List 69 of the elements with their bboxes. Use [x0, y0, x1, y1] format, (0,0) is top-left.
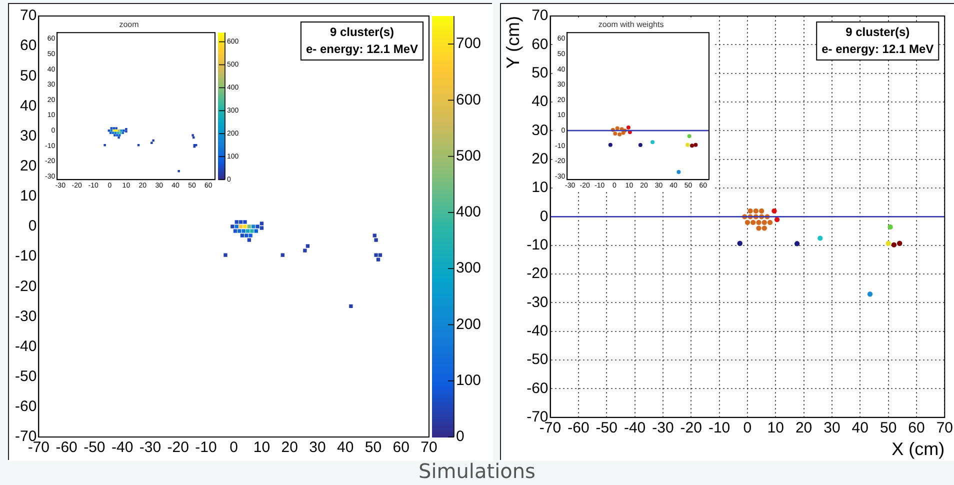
- x-tick-label: 20: [281, 439, 298, 456]
- x-tick-label: -10: [708, 420, 730, 437]
- y-tick-label: 70: [532, 7, 548, 24]
- y-tick-label: -60: [526, 380, 548, 397]
- y-tick-label: -70: [526, 408, 548, 426]
- x-tick-label: -10: [195, 439, 217, 456]
- annotation: e- energy: 12.1 MeV: [822, 42, 934, 56]
- x-tick-label: 50: [880, 420, 897, 437]
- y-tick-label: 30: [532, 122, 548, 139]
- x-tick-label: 30: [309, 439, 326, 456]
- color-bar-label: 100: [456, 372, 482, 390]
- x-tick-label: -30: [139, 439, 162, 456]
- y-tick-label: -40: [526, 322, 548, 340]
- x-tick-label: 70: [420, 439, 438, 456]
- y-tick-label: 20: [532, 150, 548, 168]
- x-tick-label: 40: [852, 420, 868, 437]
- y-tick-label: 60: [20, 37, 37, 54]
- x-tick-label: -50: [84, 439, 106, 456]
- color-bar-label: 200: [456, 316, 482, 333]
- x-tick-label: 30: [824, 420, 840, 437]
- y-tick-label: -10: [526, 236, 548, 254]
- annotation: e- energy: 12.1 MeV: [306, 42, 418, 56]
- color-bar-label: 500: [456, 147, 482, 164]
- y-tick-label: 50: [20, 67, 37, 84]
- x-tick-label: 70: [936, 420, 953, 437]
- y-tick-label: 50: [532, 64, 548, 82]
- x-tick-label: 50: [364, 439, 382, 456]
- x-tick-label: -20: [167, 439, 189, 456]
- x-tick-label: 10: [767, 420, 784, 437]
- chart-title: zoom: [119, 20, 140, 30]
- y-tick-label: -20: [14, 278, 37, 295]
- x-tick-label: 10: [253, 439, 270, 456]
- y-tick-label: 20: [20, 158, 37, 174]
- y-tick-label: -50: [526, 351, 548, 368]
- x-axis-title: X (cm): [892, 439, 945, 460]
- y-tick-label: -60: [14, 398, 37, 416]
- y-tick-label: -20: [526, 265, 548, 282]
- y-tick-label: 30: [20, 127, 37, 144]
- chart-title: zoom with weights: [598, 20, 664, 30]
- y-tick-label: -50: [14, 368, 37, 385]
- y-tick-label: 0: [28, 218, 37, 235]
- y-axis-title: Y (cm): [502, 16, 523, 69]
- y-tick-label: -40: [14, 338, 37, 355]
- y-tick-label: 40: [20, 97, 37, 114]
- x-tick-label: -40: [111, 439, 134, 456]
- color-bar-label: 700: [456, 35, 482, 52]
- y-tick-label: 40: [532, 93, 548, 110]
- y-tick-label: -30: [14, 308, 37, 325]
- x-tick-label: 40: [337, 439, 354, 456]
- x-tick-label: -40: [624, 420, 646, 437]
- x-tick-label: 60: [392, 439, 410, 456]
- color-bar-label: 400: [456, 204, 482, 221]
- x-tick-label: -30: [652, 420, 674, 437]
- x-tick-label: 20: [795, 420, 812, 437]
- x-tick-label: -20: [680, 420, 702, 437]
- color-bar-label: 300: [456, 260, 482, 277]
- y-tick-label: 60: [532, 36, 548, 53]
- x-tick-label: 0: [743, 420, 752, 437]
- annotation: 9 cluster(s): [846, 24, 910, 39]
- y-tick-label: -10: [14, 248, 37, 265]
- y-tick-label: -30: [526, 294, 548, 311]
- x-tick-label: 0: [230, 439, 238, 456]
- text: Simulations: [418, 458, 536, 485]
- color-bar-label: 600: [456, 91, 482, 108]
- y-tick-label: 70: [20, 7, 37, 24]
- y-tick-label: 0: [540, 208, 548, 225]
- annotation: 9 cluster(s): [330, 24, 394, 39]
- x-tick-label: 60: [908, 420, 925, 437]
- x-tick-label: -50: [596, 420, 618, 437]
